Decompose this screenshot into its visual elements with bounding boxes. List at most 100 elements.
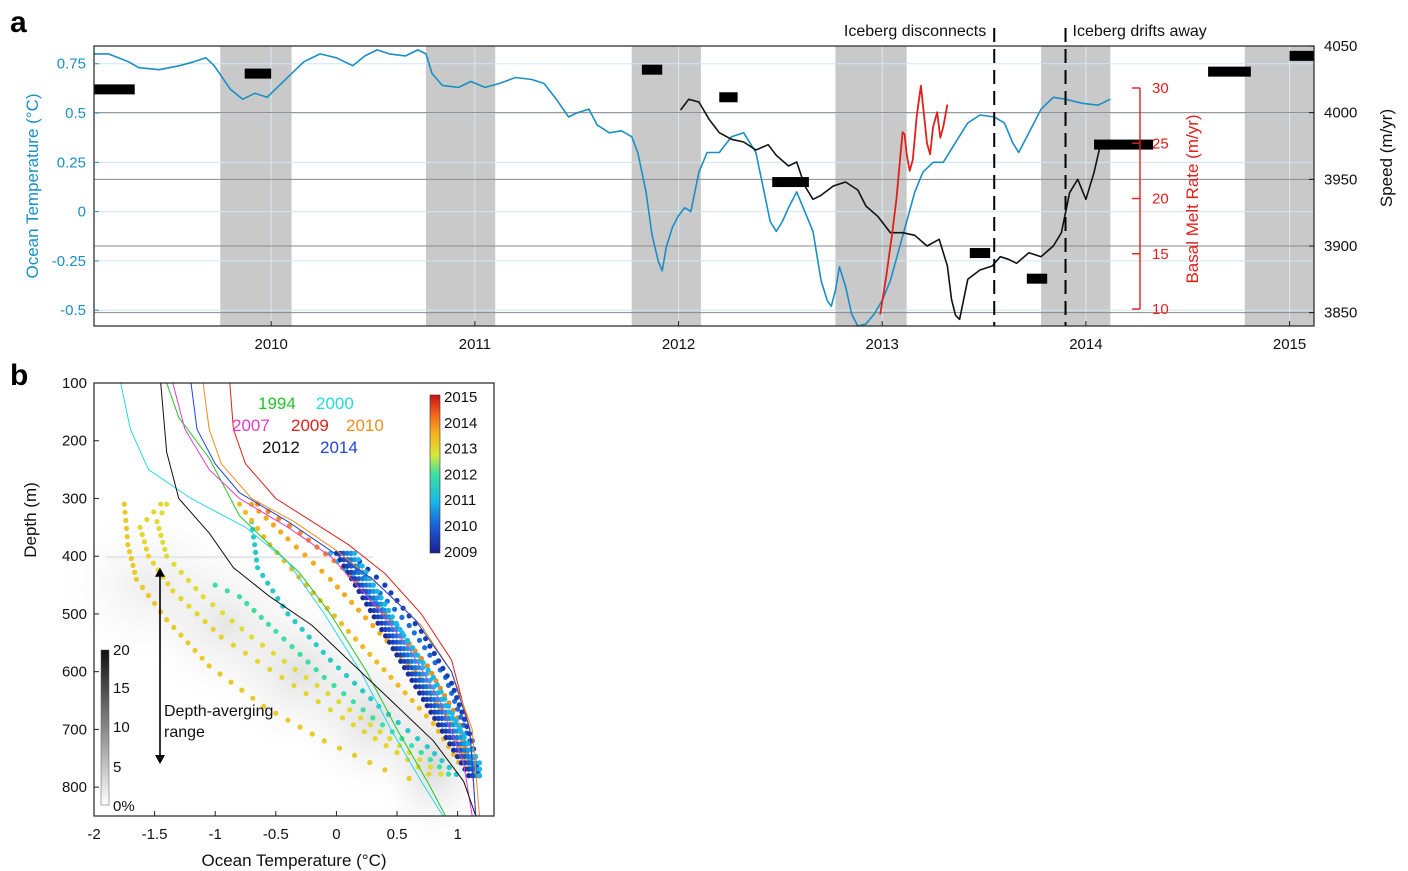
band-dot-2-395: [341, 550, 347, 556]
dot-p2-3-1: [210, 602, 216, 608]
legend-1994: 1994: [258, 394, 296, 413]
profile-line-1994: [166, 382, 446, 817]
dot-p9-3-3: [456, 702, 462, 708]
dot-p1-2-4: [165, 581, 171, 587]
dot-p3-2-1: [281, 636, 287, 642]
dot-p2-1-0: [154, 519, 160, 525]
dot-p0-3-3: [185, 640, 191, 646]
series-temperature-line: [94, 49, 1111, 327]
dot-p0-6-2: [352, 752, 358, 759]
dot-p1-6-3: [372, 736, 378, 742]
black-bar-0: [94, 84, 135, 95]
legend-2000: 2000: [316, 394, 354, 413]
melt-tick-label-4: 10: [1152, 301, 1169, 318]
year-colorbar-label-1: 2014: [444, 415, 477, 432]
dot-p3-3-4: [360, 707, 366, 713]
dot-p4-0-3: [252, 542, 258, 548]
band-dot-2-736: [458, 747, 464, 753]
dot-p5-5-1: [435, 728, 441, 734]
dot-p6-0-3: [270, 522, 276, 528]
band-dot-5-736: [469, 747, 475, 753]
dot-p3-3-3: [350, 699, 356, 705]
dot-p2-4-3: [281, 658, 287, 664]
band-dot-1-516: [379, 620, 385, 626]
temp-tick-label-0: 0.75: [57, 56, 86, 73]
band-dot-1-439: [352, 576, 358, 582]
b-y-tick-label-6: 700: [62, 721, 87, 738]
band-dot-0-505: [371, 614, 377, 620]
band-dot-5-516: [393, 620, 399, 626]
band-dot-3-582: [409, 658, 415, 664]
band-dot-0-615: [409, 677, 415, 683]
dot-p0-4-4: [250, 695, 256, 701]
dot-p9-2-3: [431, 650, 437, 657]
dot-p4-0-1: [250, 526, 256, 532]
dot-p5-5-0: [430, 721, 436, 727]
band-dot-5-538: [401, 633, 407, 639]
density-colorbar-label-1: 15: [113, 680, 130, 697]
dot-p4-3-0: [327, 657, 333, 663]
band-dot-4-736: [465, 747, 471, 753]
dot-p3-5-2: [436, 764, 443, 770]
panel-a-speed-axis-label: Speed (m/yr): [1377, 109, 1396, 207]
band-dot-1-549: [390, 639, 396, 645]
band-dot-2-758: [465, 760, 472, 766]
profile-line-2012: [160, 382, 477, 817]
dot-p1-3-1: [178, 595, 184, 602]
dot-p9-1-0: [382, 582, 388, 588]
dot-p2-5-1: [314, 682, 320, 689]
dot-p0-5-1: [273, 710, 279, 716]
speed-tick-label-2: 3950: [1324, 171, 1357, 188]
dot-p2-6-0: [358, 715, 364, 721]
x-tick-label-1: 2011: [459, 336, 491, 353]
band-dot-5-692: [454, 722, 460, 728]
legend-2014: 2014: [320, 438, 358, 457]
dot-p1-0-2: [144, 517, 150, 523]
dot-p3-4-1: [379, 722, 386, 728]
dot-p8-1-3: [392, 606, 398, 612]
band-dot-4-703: [454, 728, 460, 734]
band-dot-4-395: [348, 550, 354, 556]
dot-p0-0-2: [123, 517, 129, 524]
dot-p3-0-0: [212, 582, 218, 588]
band-dot-5-769: [476, 766, 483, 772]
band-dot-1-571: [398, 652, 404, 658]
panel-a-black-bars: [94, 50, 1314, 284]
band-dot-3-637: [427, 690, 434, 696]
b-y-tick-label-7: 800: [62, 779, 87, 796]
dot-p6-2-1: [334, 584, 340, 590]
dot-p0-0-1: [122, 509, 128, 515]
band-dot-1-505: [375, 614, 381, 620]
dot-p1-6-4: [383, 743, 389, 749]
band-dot-3-615: [420, 677, 426, 683]
dot-p2-3-2: [219, 610, 226, 616]
band-dot-2-428: [352, 569, 358, 576]
dot-p0-7-1: [406, 775, 412, 782]
year-colorbar-label-5: 2010: [444, 518, 477, 535]
dot-p0-0-3: [123, 525, 130, 532]
dot-p7-1-1: [305, 537, 312, 543]
panel-b-x-axis: -2 -1.5 -1 -0.5 0 0.5 1: [87, 811, 462, 843]
speed-tick-label-1: 4000: [1324, 105, 1357, 122]
dot-p1-3-4: [202, 619, 208, 625]
band-dot-0-692: [435, 722, 442, 728]
dot-p9-2-2: [427, 643, 433, 649]
dot-p1-1-2: [141, 539, 147, 545]
band-dot-3-571: [405, 652, 411, 658]
dot-p9-3-0: [449, 680, 455, 686]
band-dot-3-725: [458, 741, 464, 747]
dot-p0-3-4: [192, 647, 198, 654]
dot-p0-0-4: [124, 534, 130, 540]
dot-p4-1-1: [260, 572, 266, 579]
dot-p3-1-1: [244, 600, 250, 607]
temp-tick-label-3: 0: [78, 204, 86, 221]
dot-p5-0-1: [242, 509, 249, 515]
dot-p1-1-3: [143, 546, 149, 552]
legend-2007: 2007: [232, 416, 270, 435]
band-dot-2-637: [424, 690, 430, 696]
shaded-period-4: [1041, 46, 1111, 326]
band-dot-1-494: [371, 607, 377, 614]
band-dot-1-538: [386, 633, 392, 639]
dot-p3-1-0: [236, 594, 243, 600]
dot-p0-3-5: [199, 655, 205, 661]
